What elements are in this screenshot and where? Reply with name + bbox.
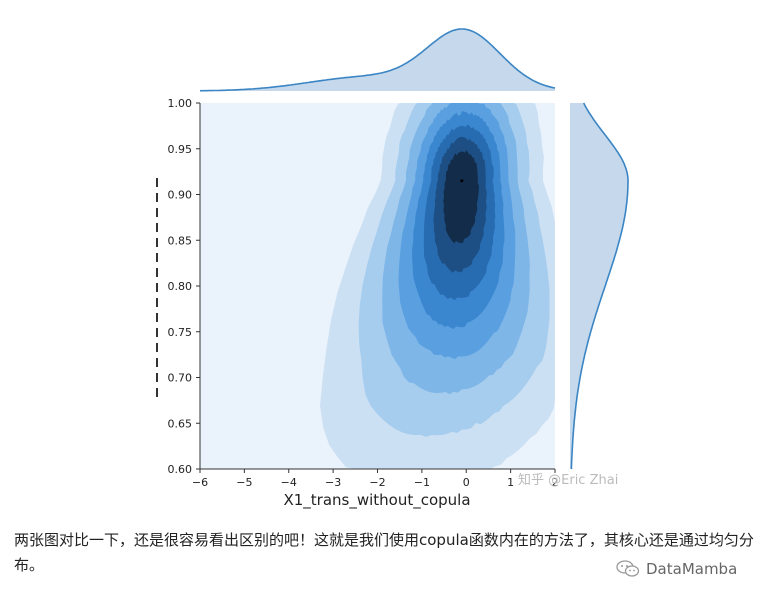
y-tick-label: 0.95 — [168, 143, 193, 156]
density-peak-marker — [460, 179, 464, 183]
x-tick-label: 0 — [463, 476, 470, 489]
jointplot-figure: −6 −5 −4 −3 −2 −1 0 1 2 0.60 0.65 0.70 0.75 0.80 0.85… — [156, 28, 629, 510]
top-marginal-kde — [199, 28, 556, 92]
y-tick-label: 0.65 — [168, 417, 193, 430]
caption-text: 两张图对比一下，还是很容易看出区别的吧！这就是我们使用copula函数内在的方法… — [14, 531, 754, 574]
x-tick-label: −4 — [281, 476, 297, 489]
watermark: 知乎 @Eric Zhai — [518, 472, 618, 488]
x-tick-label: −2 — [369, 476, 385, 489]
brand-name: DataMamba — [646, 560, 738, 578]
x-tick-label: −6 — [192, 476, 208, 489]
y-tick-label: 0.85 — [168, 234, 193, 247]
right-marginal-kde — [570, 102, 629, 469]
y-tick-label: 1.00 — [168, 97, 193, 110]
y-tick-label: 0.90 — [168, 189, 193, 202]
y-tick-label: 0.75 — [168, 326, 193, 339]
x-tick-label: −1 — [414, 476, 430, 489]
y-tick-label: 0.80 — [168, 280, 193, 293]
brand-signature: DataMamba — [616, 560, 737, 578]
x-axis-label: X1_trans_without_copula — [283, 491, 470, 510]
x-tick-label: 1 — [507, 476, 514, 489]
x-axis: −6 −5 −4 −3 −2 −1 0 1 2 — [192, 468, 559, 489]
wechat-icon — [616, 560, 640, 577]
top-marginal-line — [199, 28, 556, 92]
y-axis: 0.60 0.65 0.70 0.75 0.80 0.85 0.90 0.95 1.00 — [168, 97, 201, 476]
x-tick-label: −5 — [236, 476, 252, 489]
x-tick-label: 2 — [552, 476, 559, 489]
right-marginal-fill — [570, 103, 628, 469]
contour-level-8 — [443, 150, 479, 244]
x-tick-label: −3 — [325, 476, 341, 489]
y-tick-label: 0.60 — [168, 463, 193, 476]
kde-contours — [320, 103, 555, 469]
right-marginal-line — [570, 102, 629, 469]
y-tick-label: 0.70 — [168, 372, 193, 385]
joint-kde-plot — [200, 103, 555, 469]
top-marginal-fill — [200, 29, 555, 91]
